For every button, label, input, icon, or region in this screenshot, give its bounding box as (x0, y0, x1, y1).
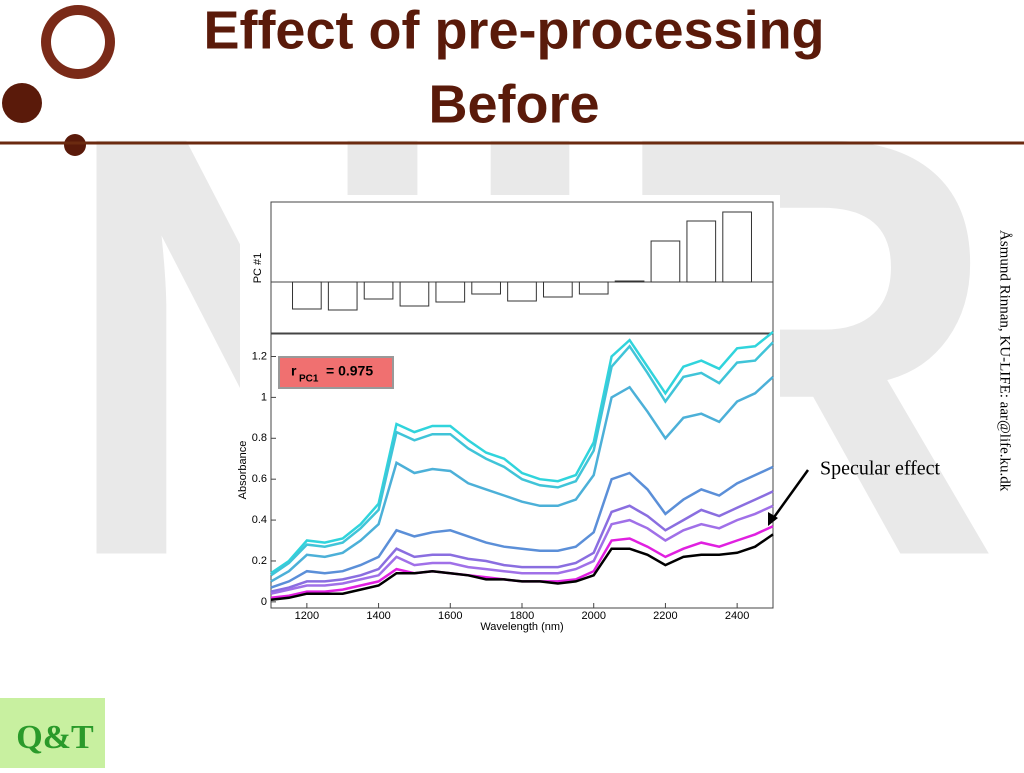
spectrum-line (270, 504, 774, 595)
y-tick-label: 0.2 (252, 555, 267, 567)
dot (64, 134, 86, 156)
bar (399, 281, 430, 307)
spectrum-line (270, 465, 774, 589)
seal-inner (51, 15, 105, 69)
spectrum-line (270, 375, 774, 583)
annotation-text: = 0.975 (326, 363, 373, 379)
subtitle: Before (428, 74, 599, 134)
bar (327, 281, 358, 311)
spectrum-line (270, 533, 774, 602)
spectrum-line (270, 341, 774, 577)
y-tick-label: 1.2 (252, 350, 267, 362)
dot (2, 83, 42, 123)
y-label: PC #1 (252, 253, 264, 284)
y-tick-label: 0 (261, 596, 267, 608)
bar (363, 281, 394, 300)
spectrum-line (270, 490, 774, 593)
y-tick-label: 0.8 (252, 432, 267, 444)
x-tick-label: 2000 (581, 610, 605, 622)
x-tick-label: 2400 (725, 610, 749, 622)
bar (578, 281, 609, 295)
y-tick-label: 1 (261, 391, 267, 403)
x-tick-label: 2200 (653, 610, 677, 622)
bar (722, 211, 752, 283)
bar (471, 281, 501, 295)
x-tick-label: 1600 (438, 610, 462, 622)
y-tick-label: 0.4 (252, 514, 267, 526)
x-tick-label: 1400 (366, 610, 390, 622)
side-note: Åsmund Rinnan, KU-LIFE: aar@life.ku.dk (997, 230, 1013, 492)
x-tick-label: 1800 (510, 610, 534, 622)
bar (614, 280, 645, 283)
y-label: Absorbance (237, 441, 249, 500)
annotation-symbol: r (291, 363, 297, 379)
annotation-box (278, 356, 394, 389)
annotation-subscript: PC1 (299, 374, 319, 385)
bar (435, 281, 466, 303)
y-tick-label: 0.6 (252, 473, 267, 485)
bar (686, 220, 717, 283)
arrow-head (768, 512, 778, 526)
x-tick-label: 1200 (295, 610, 319, 622)
bar (292, 281, 322, 310)
bar (650, 240, 681, 283)
bar (543, 281, 573, 298)
callout: Specular effect (820, 458, 941, 480)
logo: Q&T (16, 719, 94, 756)
x-label: Wavelength (nm) (480, 621, 563, 633)
bar (507, 281, 537, 302)
frame (270, 201, 774, 334)
spectrum-line (270, 331, 774, 575)
callout-arrow (770, 469, 810, 521)
title: Effect of pre-processing (203, 0, 824, 60)
logo-box (0, 698, 105, 768)
